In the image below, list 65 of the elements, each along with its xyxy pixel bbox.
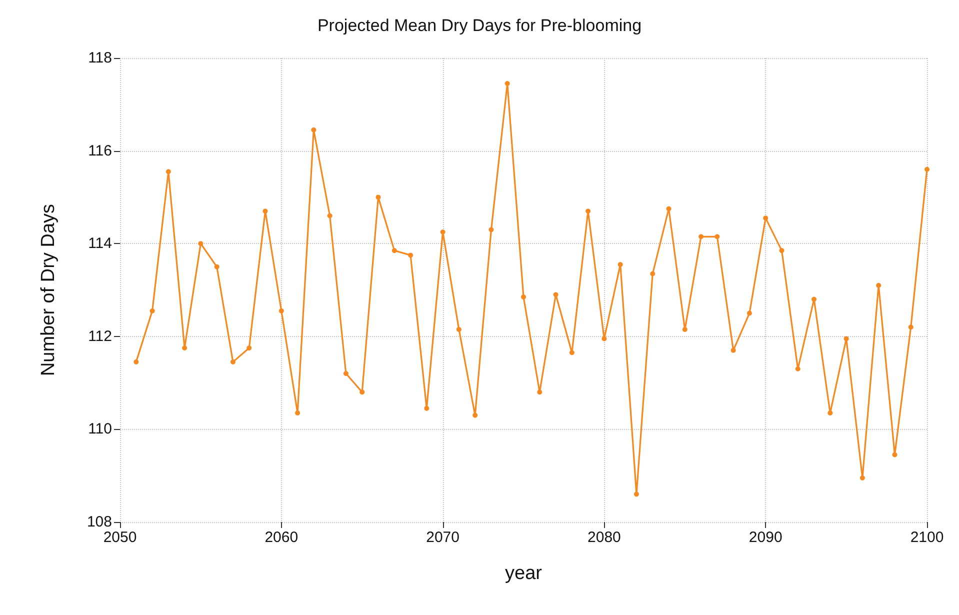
point <box>472 412 478 418</box>
x-tick-label: 2080 <box>588 529 621 546</box>
chart-title: Projected Mean Dry Days for Pre-blooming <box>317 16 642 35</box>
point <box>456 326 462 332</box>
y-tick-label: 110 <box>88 420 112 438</box>
point <box>666 206 672 212</box>
point <box>618 262 623 267</box>
point <box>844 336 849 342</box>
point <box>424 406 430 411</box>
point <box>730 348 736 353</box>
point <box>569 350 574 356</box>
point <box>278 308 284 314</box>
point <box>812 296 817 302</box>
point <box>166 169 171 174</box>
y-tick-label: 108 <box>86 514 112 530</box>
point <box>262 208 268 214</box>
point <box>134 359 139 364</box>
x-axis-title: year <box>505 563 543 584</box>
point <box>698 234 704 240</box>
y-tick-label: 118 <box>88 50 112 66</box>
point <box>602 336 607 342</box>
point <box>230 359 236 364</box>
x-tick-label: 2060 <box>264 529 298 546</box>
point <box>714 234 720 240</box>
point <box>779 248 784 254</box>
x-tick-label: 2070 <box>426 529 460 546</box>
y-tick-label: 114 <box>88 235 112 252</box>
point <box>488 227 494 232</box>
point <box>521 294 526 300</box>
point <box>198 241 204 246</box>
point <box>214 264 220 270</box>
point <box>682 326 688 332</box>
point <box>504 81 510 86</box>
point <box>746 310 752 316</box>
point <box>586 208 591 214</box>
point <box>440 230 446 234</box>
point <box>553 292 558 298</box>
point <box>795 366 800 372</box>
x-tick-label: 2090 <box>748 529 782 546</box>
point <box>828 410 833 416</box>
point <box>392 248 397 254</box>
point <box>924 166 930 172</box>
point <box>295 410 300 416</box>
point <box>311 127 316 132</box>
point <box>327 213 332 218</box>
point <box>537 390 542 395</box>
point <box>246 346 252 350</box>
point <box>360 390 365 395</box>
point <box>343 371 348 376</box>
x-tick-label: 2100 <box>910 529 944 546</box>
point <box>892 452 898 458</box>
point <box>860 475 865 480</box>
point <box>634 492 639 497</box>
x-tick-label: 2050 <box>103 529 137 546</box>
point <box>182 346 188 350</box>
y-axis-title: Number of Dry Days <box>38 204 59 376</box>
point <box>908 324 914 330</box>
y-tick-label: 112 <box>88 328 112 345</box>
point <box>876 282 882 288</box>
point <box>763 216 768 221</box>
y-tick-label: 116 <box>88 142 112 160</box>
point <box>150 308 155 314</box>
point <box>650 271 656 276</box>
point <box>408 252 414 258</box>
point <box>376 194 381 200</box>
